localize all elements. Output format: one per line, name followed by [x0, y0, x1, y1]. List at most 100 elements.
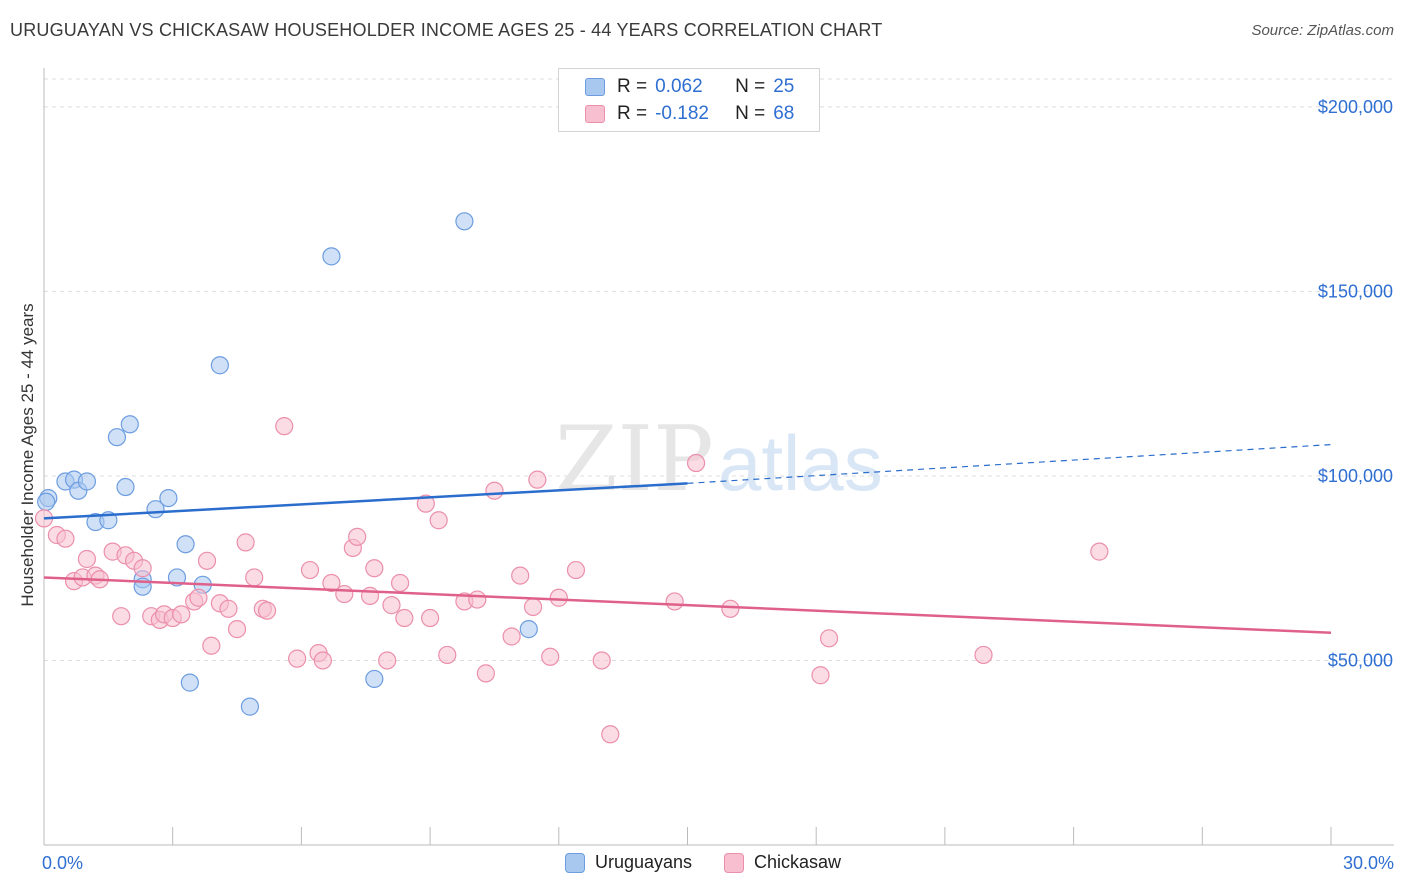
chickasaw-point [421, 608, 440, 628]
y-tick-label: $50,000 [1328, 650, 1393, 670]
uruguayans-point [455, 212, 474, 231]
chickasaw-point [219, 599, 238, 618]
uruguayans-point [210, 356, 229, 375]
trend-lines [43, 443, 1332, 635]
chickasaw-point [601, 725, 620, 744]
chickasaw-point [245, 568, 264, 587]
chickasaw-point [300, 560, 320, 580]
r-label: R = [617, 103, 648, 124]
legend-label-uruguayans: Uruguayans [594, 852, 693, 872]
n-value: 68 [773, 103, 795, 124]
watermark-atlas: atlas [718, 419, 883, 507]
r-value: -0.182 [655, 103, 709, 124]
chickasaw-point [288, 649, 307, 668]
n-label: N = [735, 103, 766, 124]
y-tick-label: $200,000 [1318, 97, 1393, 117]
chickasaw-point [390, 573, 410, 593]
chickasaw-point [566, 560, 586, 580]
legend-item-uruguayans[interactable]: Uruguayans [564, 852, 693, 873]
uruguayans-point [180, 673, 199, 692]
uruguayans-swatch [585, 78, 605, 96]
chickasaw-point [197, 551, 217, 570]
chickasaw-point [502, 627, 521, 646]
uruguayans-point [116, 477, 135, 497]
legend-item-chickasaw[interactable]: Chickasaw [724, 852, 841, 873]
uruguayans-point [107, 428, 127, 447]
n-label: N = [735, 76, 766, 97]
chickasaw-point [476, 664, 495, 683]
r-value: 0.062 [655, 76, 703, 97]
uruguayans-point [77, 472, 97, 491]
chickasaw-point [541, 647, 560, 666]
chickasaw-point [322, 573, 341, 593]
uruguayans-point [167, 568, 187, 587]
chickasaw-point [227, 620, 247, 639]
chickasaw-point [313, 651, 332, 670]
y-tick-label: $150,000 [1318, 281, 1393, 301]
chickasaw-point [468, 590, 487, 609]
chickasaw-point [523, 597, 543, 617]
chickasaw-point [974, 645, 993, 665]
uruguayans-point [120, 415, 139, 434]
source-credit: Source: ZipAtlas.com [1251, 22, 1394, 39]
chickasaw-point [360, 586, 380, 605]
y-tick-label: $100,000 [1318, 466, 1393, 486]
uruguayans-point [159, 488, 178, 508]
chickasaw-point [528, 470, 547, 489]
y-tick-labels: $50,000 $100,000 $150,000 $200,000 [1318, 97, 1393, 671]
chickasaw-point [811, 666, 830, 685]
r-label: R = [617, 76, 648, 97]
x-tick-max: 30.0% [1342, 853, 1394, 873]
chickasaw-point [549, 588, 568, 607]
chickasaw-point [236, 533, 255, 552]
axes [43, 68, 1394, 846]
chickasaw-point [665, 592, 684, 611]
chickasaw-point [438, 645, 457, 665]
chickasaw-point [172, 605, 191, 624]
chickasaw-point [382, 596, 401, 615]
watermark: ZIP atlas [555, 407, 883, 512]
chickasaw-point [56, 529, 75, 548]
chickasaw-point [1090, 542, 1109, 561]
chickasaw-swatch [724, 852, 745, 873]
chickasaw-point [819, 629, 839, 648]
chickasaw-point [511, 566, 530, 585]
chart-title: URUGUAYAN VS CHICKASAW HOUSEHOLDER INCOM… [10, 20, 883, 40]
chickasaw-point [592, 651, 611, 670]
chickasaw-point [721, 599, 740, 618]
chickasaw-point [335, 584, 354, 604]
uruguayans-point [240, 697, 260, 716]
chickasaw-point [257, 601, 277, 620]
uruguayans-point [365, 669, 384, 689]
uruguayans-point [322, 247, 341, 266]
chickasaw-point [395, 608, 414, 628]
chickasaw-point [112, 607, 131, 626]
legend-row-chickasaw: R = -0.182 N = 68 [585, 101, 794, 127]
legend-label-chickasaw: Chickasaw [754, 852, 842, 872]
chickasaw-point [202, 636, 221, 655]
uruguayans-point [519, 620, 538, 639]
chickasaw-point [416, 494, 435, 513]
series-legend: Uruguayans Chickasaw [0, 852, 1406, 873]
uruguayans-trend-extension [687, 443, 1332, 484]
chickasaw-swatch [585, 105, 605, 123]
uruguayans-point [37, 492, 56, 511]
watermark-zip: ZIP [555, 407, 714, 512]
chickasaw-trend-line [43, 576, 1332, 635]
chickasaw-point [378, 651, 397, 670]
correlation-legend: R = 0.062 N = 25 R = -0.182 N = 68 [558, 68, 820, 132]
uruguayans-trend-line [43, 482, 688, 520]
n-value: 25 [773, 76, 795, 97]
legend-row-uruguayans: R = 0.062 N = 25 [585, 74, 794, 100]
uruguayans-point [176, 535, 195, 554]
chickasaw-point [189, 588, 208, 607]
x-tick-min: 0.0% [42, 853, 84, 873]
chickasaw-point [365, 559, 384, 578]
chickasaw-point [348, 527, 367, 546]
chickasaw-point [77, 549, 97, 569]
chickasaw-point [133, 559, 152, 578]
chickasaw-point [485, 481, 504, 500]
chickasaw-point [275, 417, 294, 436]
chickasaw-point [686, 453, 706, 473]
